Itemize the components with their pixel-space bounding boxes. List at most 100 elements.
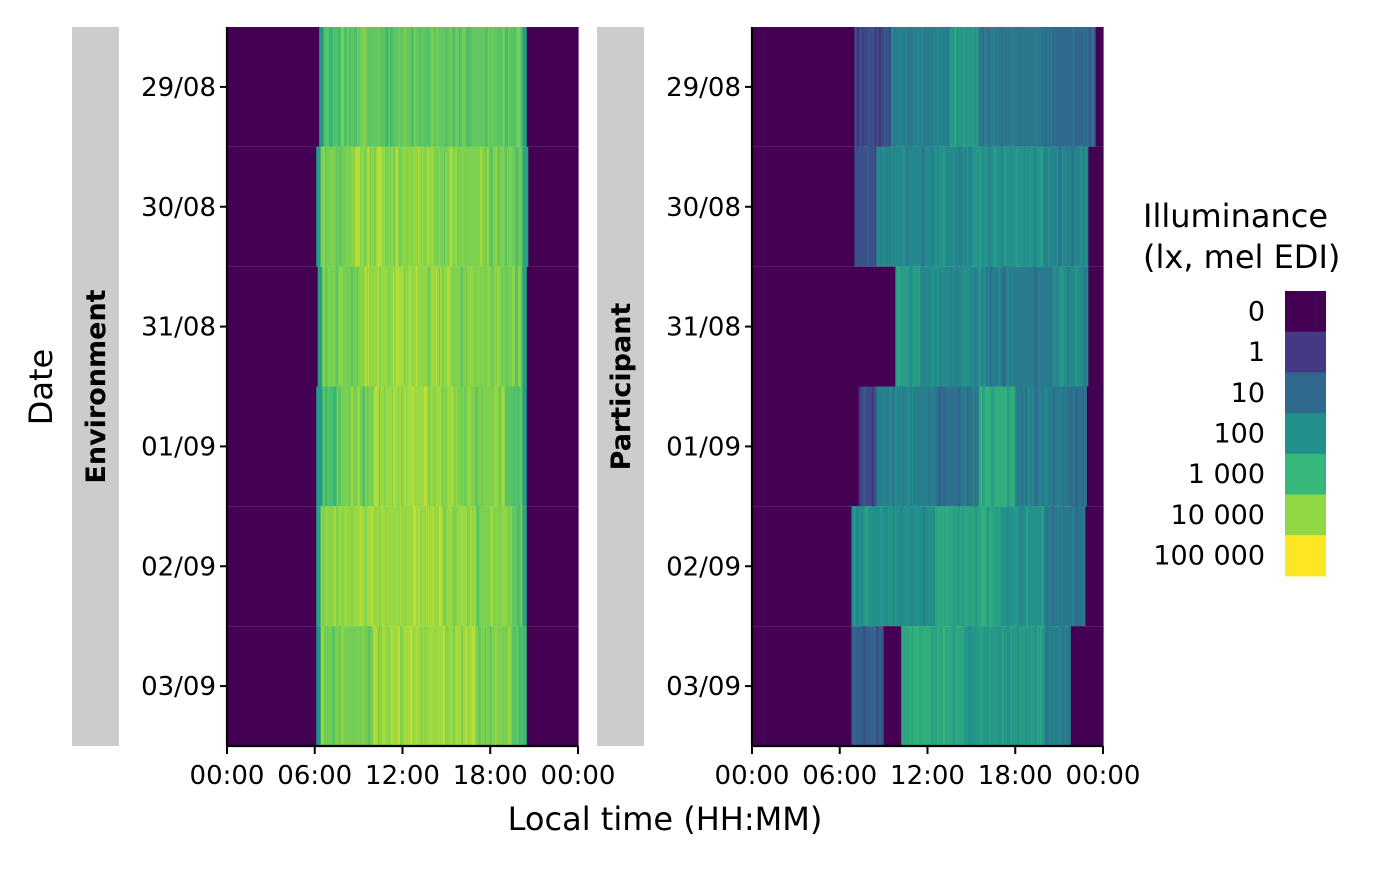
y-tick-label: 29/08 [666,73,741,103]
heatmap-texture [889,387,892,507]
heatmap-texture [984,147,986,267]
heatmap-texture [947,27,948,147]
heatmap-texture [948,506,950,626]
heatmap-texture [371,147,374,267]
heatmap-texture [952,147,955,267]
heatmap-texture [324,626,325,746]
heatmap-texture [370,147,371,267]
heatmap-texture [411,147,413,267]
heatmap-texture [1094,27,1095,147]
heatmap-texture [1017,626,1020,746]
x-tick-label: 00:00 [541,761,616,791]
heatmap-texture [511,27,512,147]
heatmap-texture [322,506,324,626]
heatmap-texture [939,387,941,507]
heatmap-texture [892,506,893,626]
legend-label: 1 000 [1188,459,1265,490]
heatmap-texture [474,626,475,746]
heatmap-texture [955,506,956,626]
heatmap-texture [910,626,911,746]
heatmap-texture [520,626,521,746]
heatmap-texture [1011,626,1012,746]
heatmap-texture [386,147,387,267]
heatmap-texture [1055,27,1056,147]
heatmap-texture [970,147,971,267]
heatmap-texture [443,626,445,746]
heatmap-texture [922,27,924,147]
heatmap-texture [488,267,490,387]
heatmap-texture [503,267,504,387]
heatmap-texture [384,387,385,507]
heatmap-texture [909,267,910,387]
heatmap-texture [407,147,408,267]
heatmap-texture [934,147,937,267]
heatmap-texture [991,147,993,267]
heatmap-texture [965,267,967,387]
heatmap-texture [485,626,487,746]
heatmap-texture [364,267,367,387]
heatmap-texture [905,27,906,147]
heatmap-texture [355,626,357,746]
heatmap-texture [888,387,889,507]
heatmap-texture [477,267,480,387]
y-tick-label: 01/09 [666,432,741,462]
heatmap-texture [334,506,336,626]
heatmap-texture [876,147,877,267]
heatmap-texture [952,626,955,746]
heatmap-texture [361,27,364,147]
heatmap-texture [461,387,463,507]
heatmap-cell [851,626,884,746]
heatmap-texture [430,27,431,147]
heatmap-cell [1085,506,1103,626]
heatmap-texture [1008,387,1009,507]
heatmap-texture [386,506,387,626]
heatmap-texture [377,147,378,267]
heatmap-texture [987,267,989,387]
heatmap-texture [920,267,921,387]
heatmap-cell [986,267,1052,387]
heatmap-texture [509,267,511,387]
heatmap-texture [1017,506,1019,626]
legend-key [1285,332,1326,373]
heatmap-texture [1075,387,1077,507]
heatmap-texture [487,147,489,267]
heatmap-texture [988,147,990,267]
heatmap-row [752,27,1104,147]
heatmap-cell [1087,387,1104,507]
heatmap-texture [404,506,405,626]
heatmap-texture [1020,27,1021,147]
heatmap-texture [1007,27,1009,147]
heatmap-cell [752,267,896,387]
heatmap-cell [752,506,852,626]
heatmap-texture [475,27,477,147]
heatmap-texture [973,626,974,746]
heatmap-texture [1071,506,1072,626]
heatmap-texture [388,267,389,387]
heatmap-texture [937,626,940,746]
heatmap-texture [491,506,493,626]
heatmap-texture [902,267,905,387]
heatmap-texture [439,147,441,267]
heatmap-texture [990,267,991,387]
heatmap-texture [337,626,338,746]
heatmap-texture [356,27,357,147]
heatmap-texture [920,626,923,746]
heatmap-cell [1088,267,1103,387]
heatmap-texture [1026,267,1027,387]
heatmap-texture [463,27,466,147]
heatmap-texture [1053,626,1055,746]
heatmap-texture [1080,387,1081,507]
heatmap-cell [227,27,320,147]
heatmap-texture [1059,147,1061,267]
heatmap-texture [1007,506,1009,626]
heatmap-cell [752,626,852,746]
heatmap-texture [469,27,472,147]
heatmap-texture [357,267,358,387]
heatmap-texture [432,626,433,746]
heatmap-texture [1006,27,1007,147]
heatmap-texture [1040,27,1041,147]
heatmap-texture [507,27,508,147]
heatmap-texture [499,506,501,626]
heatmap-texture [371,506,372,626]
heatmap-texture [366,626,368,746]
